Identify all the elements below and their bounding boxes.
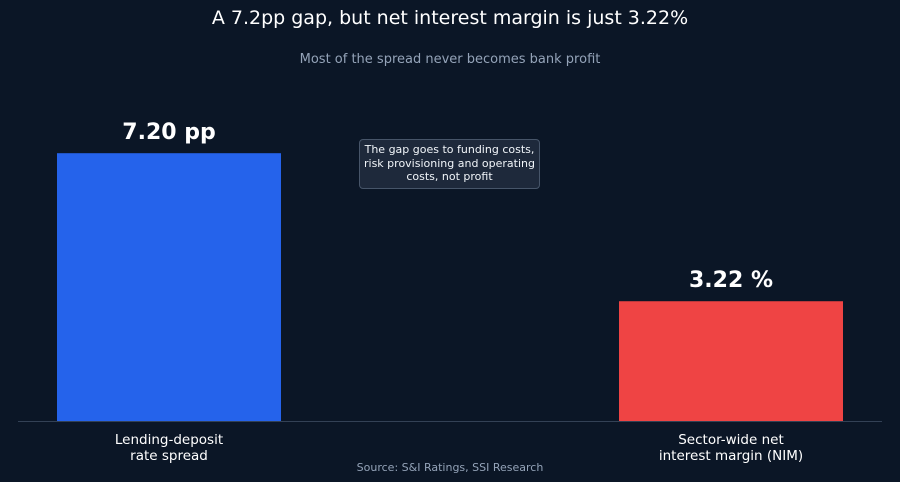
chart-subtitle: Most of the spread never becomes bank pr… xyxy=(299,52,601,67)
category-label: interest margin (NIM) xyxy=(659,448,803,464)
category-label: rate spread xyxy=(130,448,208,464)
category-label: Lending-deposit xyxy=(115,432,223,448)
data-label: 7.20 pp xyxy=(122,120,215,145)
chart-annotation: The gap goes to funding costs, risk prov… xyxy=(359,139,540,189)
chart-title: A 7.2pp gap, but net interest margin is … xyxy=(211,7,689,29)
source-note: Source: S&I Ratings, SSI Research xyxy=(356,461,544,474)
category-label: Sector-wide net xyxy=(678,432,784,448)
bar xyxy=(619,301,843,421)
bar xyxy=(57,153,281,421)
data-label: 3.22 % xyxy=(689,268,773,293)
